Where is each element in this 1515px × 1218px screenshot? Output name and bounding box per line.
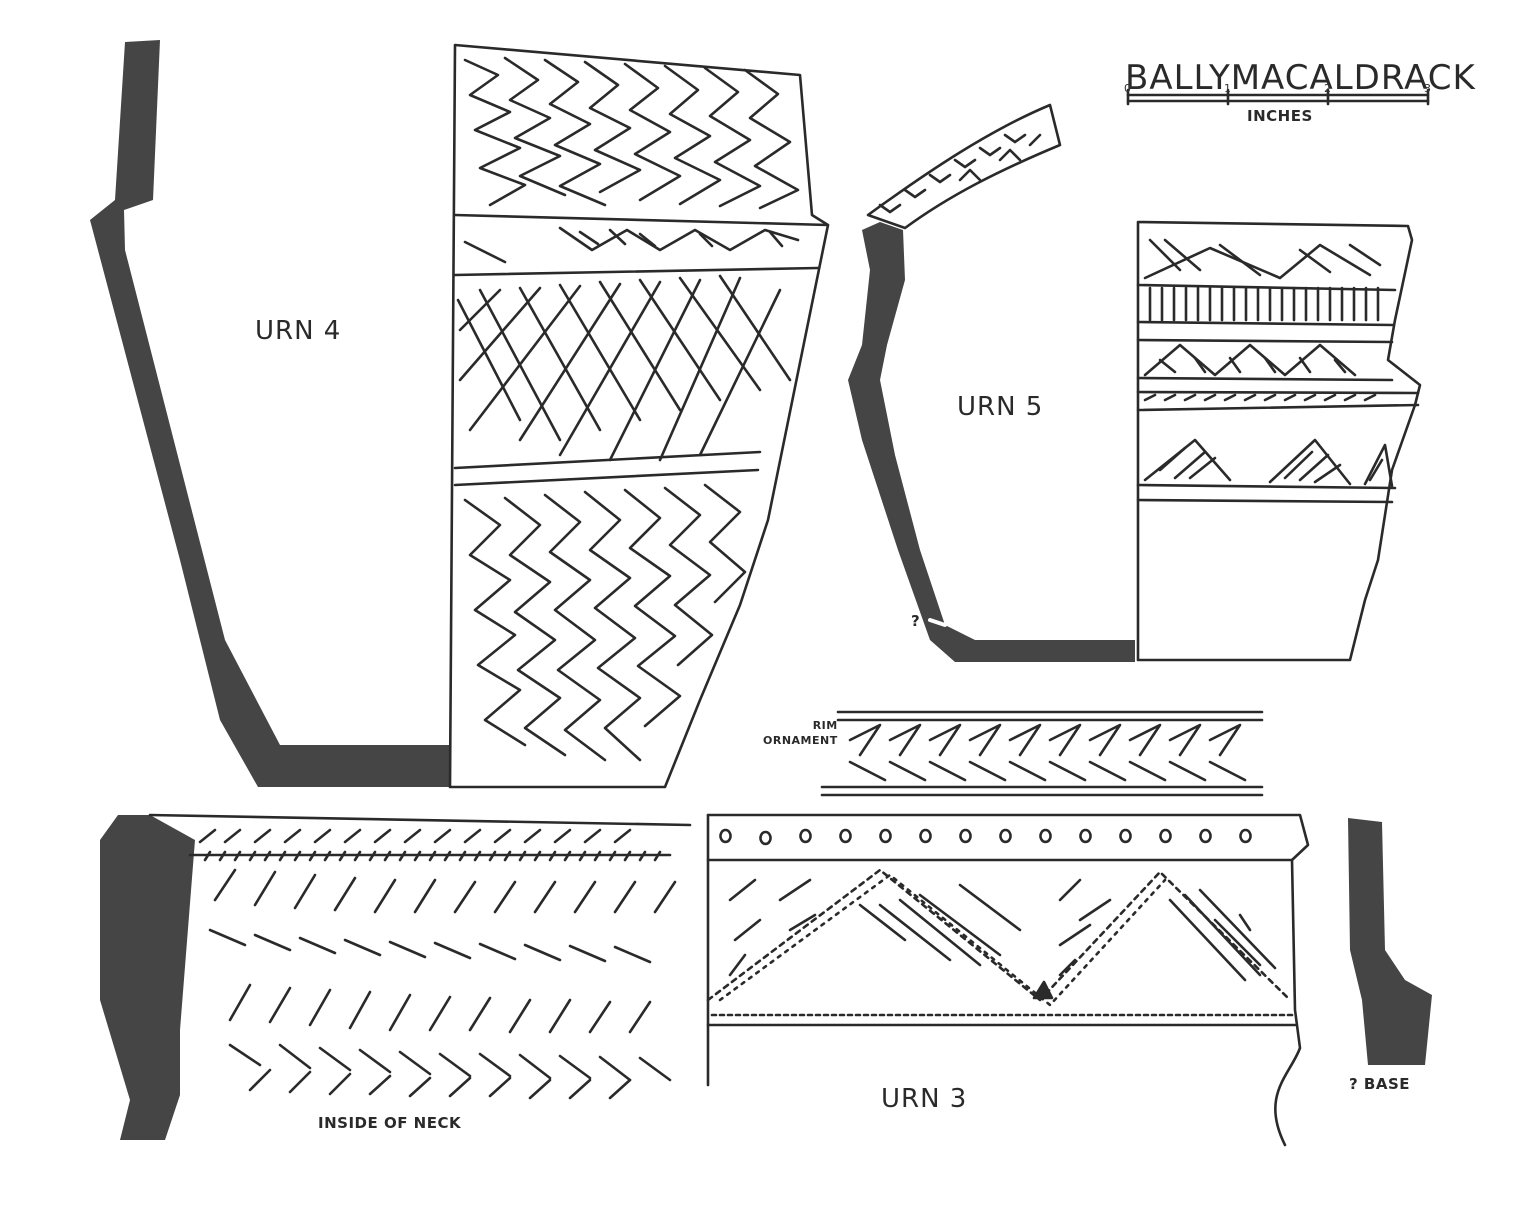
urn4-section-profile xyxy=(90,40,450,787)
rim-label-line1: RIM xyxy=(812,719,838,732)
neck-interior-ornament xyxy=(148,813,692,1100)
plate-title: BALLYMACALDRACK xyxy=(1125,58,1476,98)
inside-of-neck-label: INSIDE OF NECK xyxy=(318,1114,462,1132)
urn5-section-profile xyxy=(848,222,1135,662)
rim-ornament-label: RIM ORNAMENT xyxy=(763,718,838,748)
urn5-exterior-ornament xyxy=(1136,220,1422,662)
rim-label-line2: ORNAMENT xyxy=(763,734,838,747)
scale-tick-0: 0 xyxy=(1124,82,1131,95)
rim-ornament-strip xyxy=(820,710,1264,797)
urn4-label: URN 4 xyxy=(255,316,342,346)
base-section-profile xyxy=(1348,818,1432,1065)
urn3-sherd-ornament xyxy=(706,813,1310,1147)
neck-section-profile xyxy=(100,815,195,1140)
urn3-label: URN 3 xyxy=(881,1084,968,1114)
scale-bar xyxy=(1126,88,1430,106)
scale-unit-label: INCHES xyxy=(1247,107,1313,125)
urn5-base-query-mark: ? xyxy=(911,612,921,630)
urn5-rim-ornament xyxy=(866,103,1062,230)
scale-tick-3: 3 xyxy=(1424,82,1431,95)
scale-tick-1: 1 xyxy=(1224,82,1231,95)
urn5-label: URN 5 xyxy=(957,392,1044,422)
urn3-triangle-mark xyxy=(1032,980,1054,1000)
urn4-exterior-ornament xyxy=(448,43,830,789)
scale-tick-2: 2 xyxy=(1324,82,1331,95)
urn5-base-repair xyxy=(928,618,947,627)
base-label: ? BASE xyxy=(1349,1075,1411,1093)
